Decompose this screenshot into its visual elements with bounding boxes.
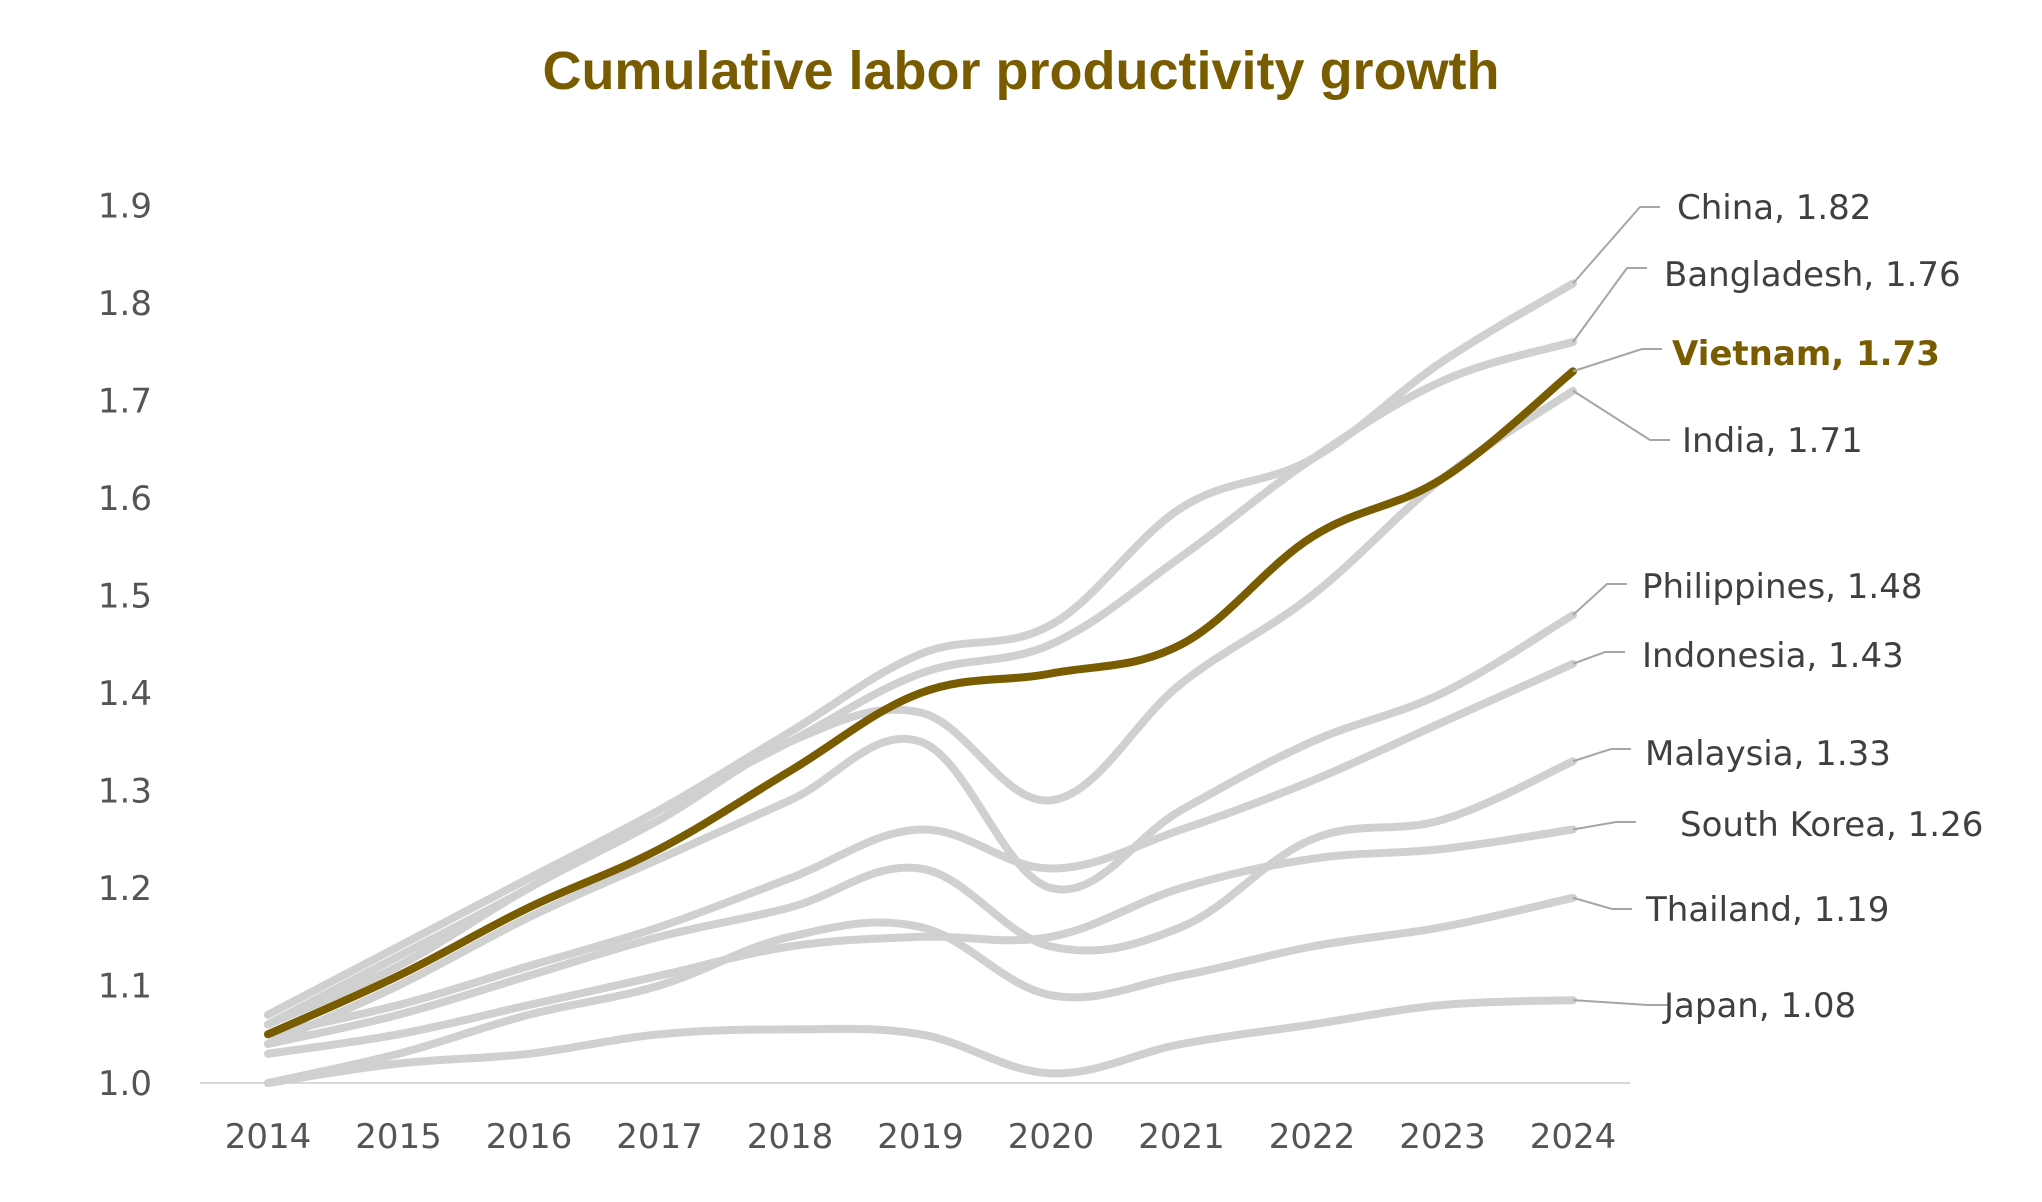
series-line-indonesia — [264, 659, 1577, 1039]
x-tick-label: 2020 — [1008, 1117, 1095, 1157]
y-tick-label: 1.0 — [98, 1064, 152, 1104]
series-label-bangladesh: Bangladesh, 1.76 — [1664, 255, 1961, 295]
series-label-japan: Japan, 1.08 — [1662, 986, 1856, 1026]
series-label-india: India, 1.71 — [1682, 421, 1863, 461]
series-label-indonesia: Indonesia, 1.43 — [1642, 636, 1904, 676]
leader-line-india — [1572, 389, 1670, 441]
series-line-south-korea — [264, 825, 1577, 1058]
leader-line-thailand — [1572, 896, 1632, 910]
leader-line-south-korea — [1572, 821, 1636, 831]
axis-layer: 1.0 1.1 1.2 1.3 1.4 1.5 1.6 1.7 1.8 1.9 2014 2015 20… — [98, 187, 1630, 1157]
series-line-japan — [264, 996, 1577, 1087]
y-tick-label: 1.5 — [98, 577, 152, 617]
leader-line-bangladesh — [1572, 267, 1647, 343]
y-tick-label: 1.6 — [98, 479, 152, 519]
x-tick-label: 2014 — [225, 1117, 312, 1157]
series-line-philippines — [264, 611, 1577, 1048]
y-tick-label: 1.3 — [98, 772, 152, 812]
leader-line-vietnam — [1572, 348, 1662, 373]
x-tick-label: 2015 — [355, 1117, 442, 1157]
x-tick-label: 2018 — [747, 1117, 834, 1157]
series-layer — [264, 279, 1577, 1087]
x-tick-label: 2017 — [616, 1117, 703, 1157]
y-tick-label: 1.2 — [98, 869, 152, 909]
series-label-thailand: Thailand, 1.19 — [1645, 890, 1889, 930]
series-line-china — [264, 279, 1577, 1019]
y-tick-label: 1.9 — [98, 187, 152, 227]
x-tick-label: 2016 — [486, 1117, 573, 1157]
series-label-china: China, 1.82 — [1677, 188, 1871, 228]
leader-line-indonesia — [1572, 651, 1625, 665]
x-tick-label: 2023 — [1399, 1117, 1486, 1157]
y-tick-label: 1.1 — [98, 967, 152, 1007]
y-tick-label: 1.8 — [98, 284, 152, 324]
label-layer: China, 1.82 Bangladesh, 1.76 Vietnam, 1.73… — [1572, 188, 1983, 1026]
x-tick-label: 2019 — [877, 1117, 964, 1157]
leader-line-japan — [1572, 999, 1668, 1006]
leader-line-philippines — [1572, 583, 1627, 616]
x-tick-label: 2022 — [1269, 1117, 1356, 1157]
x-tick-label: 2021 — [1138, 1117, 1225, 1157]
series-label-malaysia: Malaysia, 1.33 — [1645, 734, 1891, 774]
series-label-vietnam: Vietnam, 1.73 — [1672, 334, 1940, 374]
series-line-thailand — [264, 893, 1577, 1087]
series-line-india — [264, 386, 1577, 1029]
series-line-malaysia — [264, 757, 1577, 1048]
series-label-philippines: Philippines, 1.48 — [1642, 567, 1923, 607]
y-tick-label: 1.7 — [98, 382, 152, 422]
x-tick-label: 2024 — [1530, 1117, 1617, 1157]
leader-line-china — [1572, 206, 1660, 285]
chart-title: Cumulative labor productivity growth — [542, 41, 1500, 101]
series-label-south-korea: South Korea, 1.26 — [1680, 805, 1983, 845]
leader-line-malaysia — [1572, 748, 1631, 763]
series-line-vietnam — [264, 367, 1577, 1039]
series-line-bangladesh — [264, 338, 1577, 1029]
y-tick-label: 1.4 — [98, 674, 152, 714]
